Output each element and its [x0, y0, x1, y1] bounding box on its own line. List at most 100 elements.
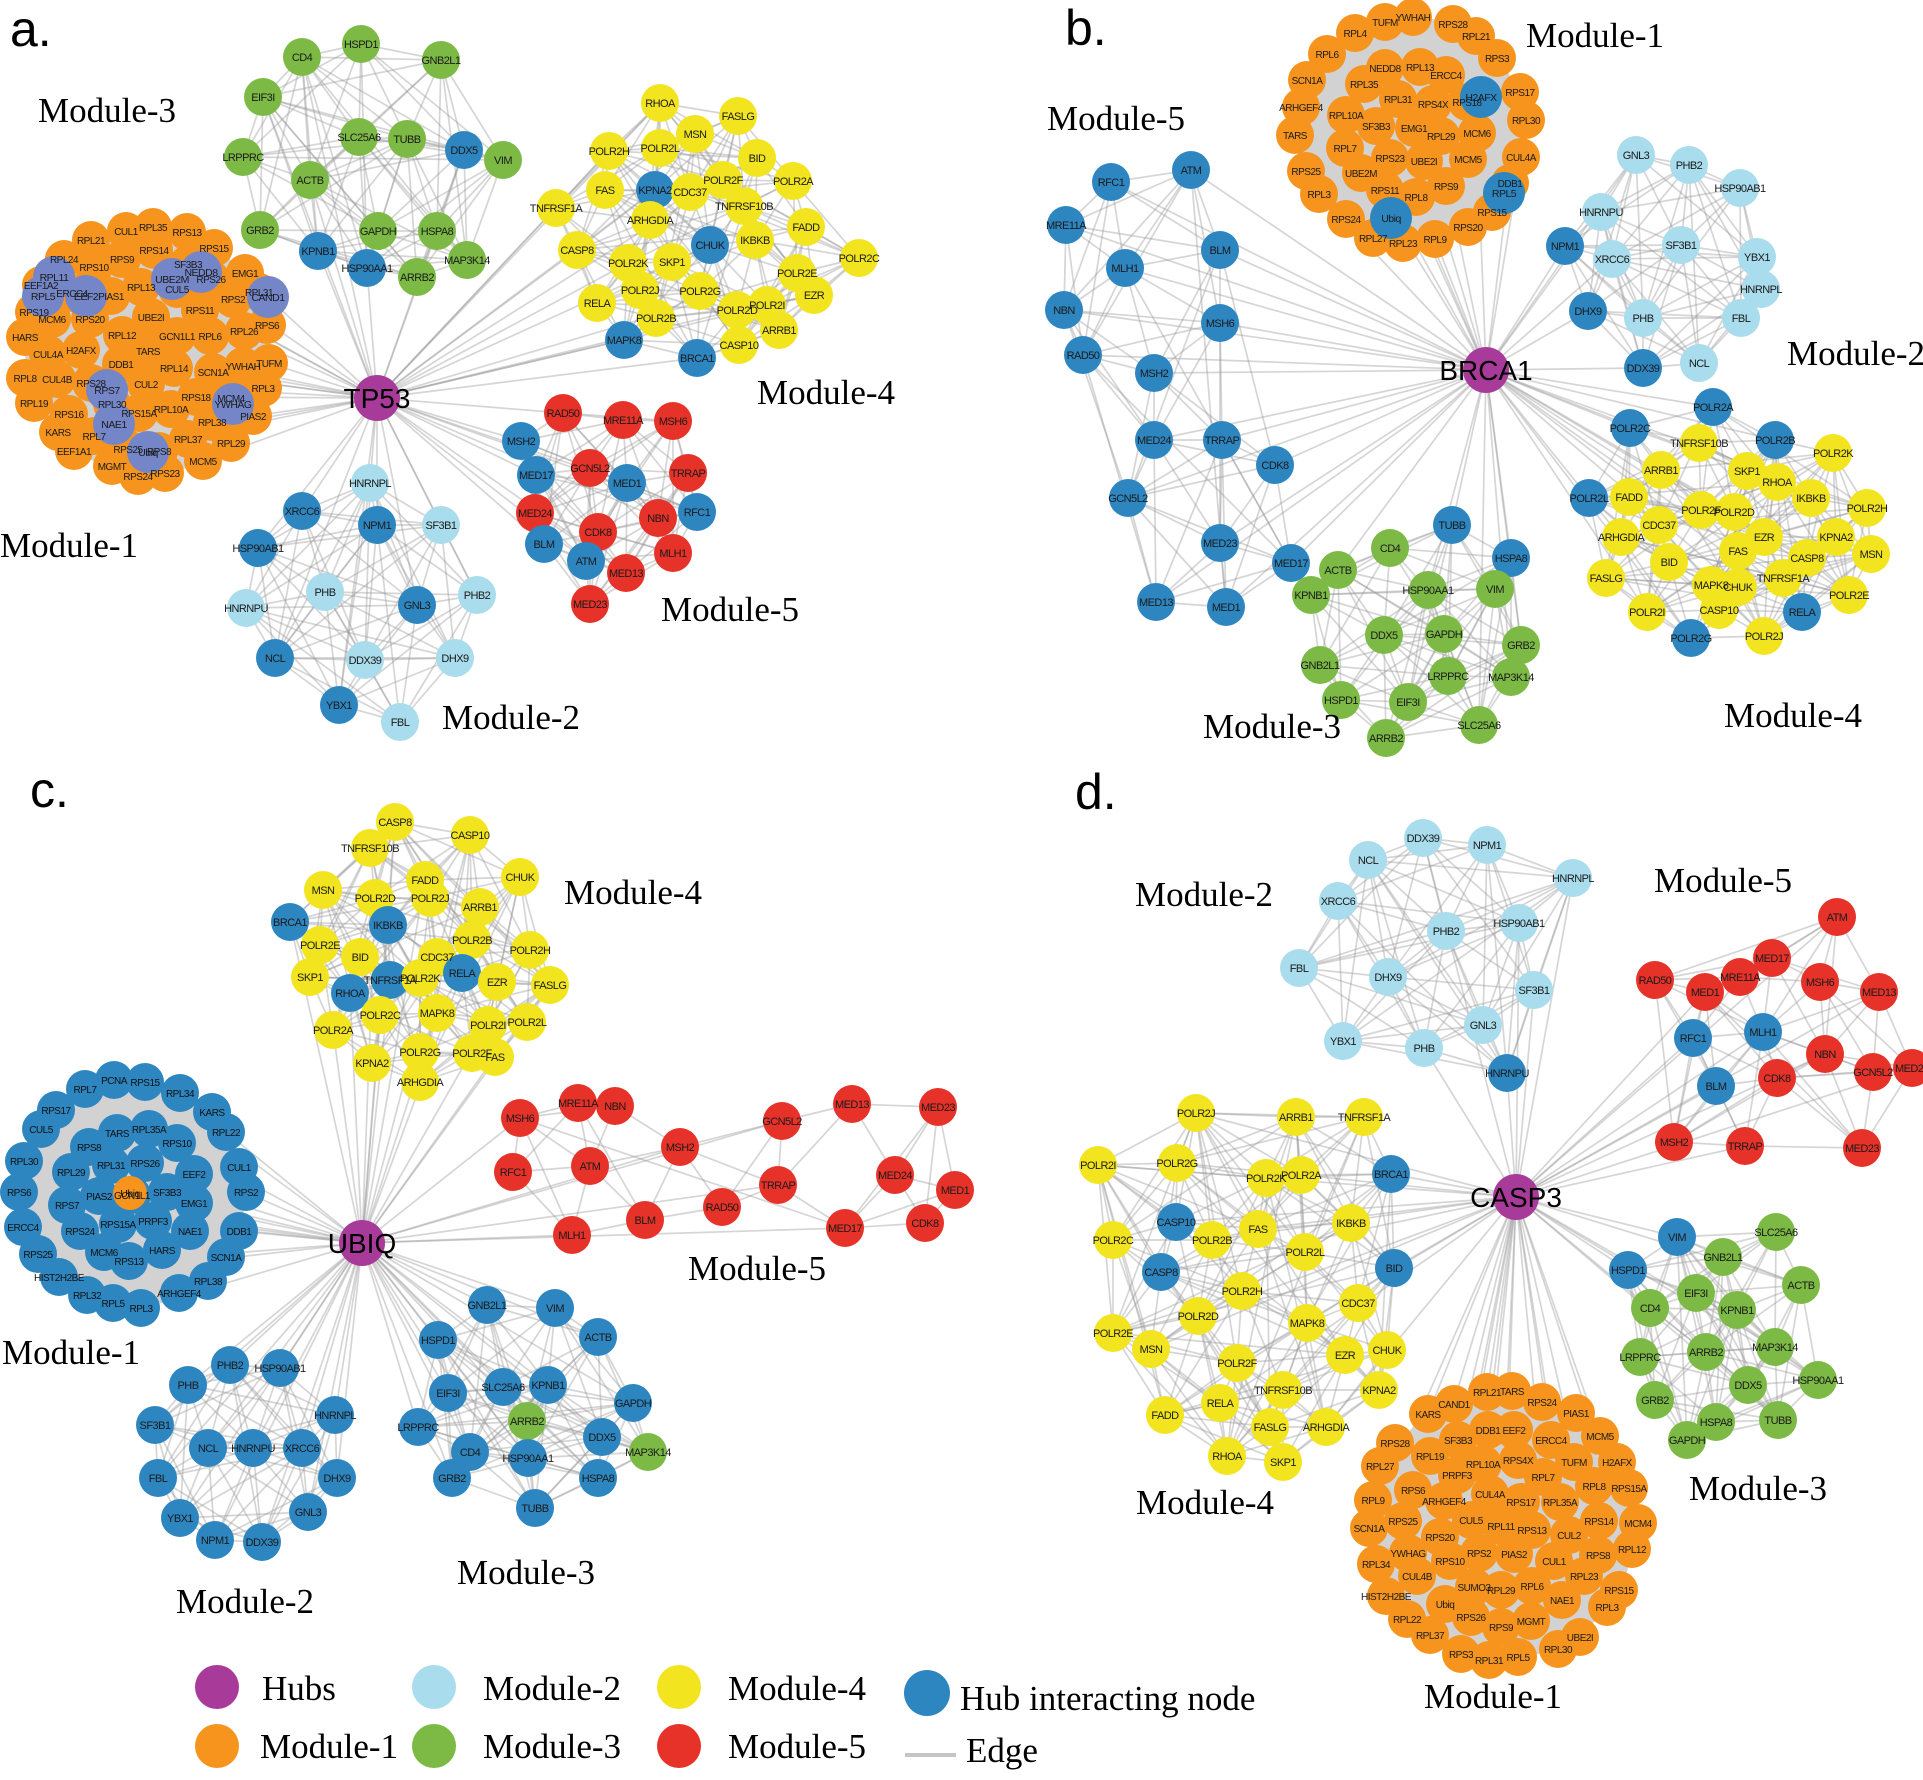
svg-text:GCN5L2: GCN5L2: [570, 463, 610, 475]
svg-text:HSPA8: HSPA8: [582, 1473, 615, 1485]
svg-text:RPL8: RPL8: [13, 374, 37, 385]
svg-text:MSH2: MSH2: [1660, 1137, 1689, 1149]
svg-text:MAPK8: MAPK8: [1290, 1318, 1325, 1330]
svg-text:TRRAP: TRRAP: [1205, 435, 1240, 447]
svg-text:DDX5: DDX5: [1734, 1380, 1762, 1392]
svg-text:TP53: TP53: [344, 383, 411, 414]
svg-text:RPS28: RPS28: [1380, 1439, 1410, 1450]
svg-text:EIF3I: EIF3I: [1396, 697, 1420, 709]
svg-text:MED13: MED13: [609, 568, 643, 580]
svg-text:DDX5: DDX5: [450, 145, 478, 157]
svg-text:UBE2M: UBE2M: [155, 274, 189, 286]
svg-text:RAD50: RAD50: [547, 408, 580, 420]
svg-text:HSP90AA1: HSP90AA1: [1402, 585, 1454, 597]
svg-text:YBX1: YBX1: [1744, 252, 1770, 264]
svg-text:RPS17: RPS17: [1505, 88, 1535, 99]
svg-text:IKBKB: IKBKB: [373, 920, 403, 932]
svg-text:RELA: RELA: [584, 298, 612, 310]
svg-text:NBN: NBN: [604, 1101, 626, 1113]
svg-text:ATM: ATM: [1827, 912, 1848, 924]
svg-text:NBN: NBN: [1053, 305, 1075, 317]
svg-text:RPL3: RPL3: [1595, 1603, 1619, 1614]
svg-text:RPL23: RPL23: [1389, 239, 1418, 250]
svg-text:GAPDH: GAPDH: [615, 1398, 652, 1410]
svg-text:RPS25: RPS25: [23, 1250, 53, 1261]
svg-text:FBL: FBL: [391, 717, 410, 729]
svg-text:MLH1: MLH1: [1749, 1027, 1777, 1039]
svg-text:Module-4: Module-4: [1724, 696, 1862, 735]
svg-text:HSPD1: HSPD1: [1611, 1265, 1645, 1277]
svg-text:SKP1: SKP1: [297, 972, 323, 984]
svg-text:Module-4: Module-4: [564, 873, 702, 912]
svg-text:TUBB: TUBB: [393, 134, 420, 146]
svg-text:DDB1: DDB1: [109, 360, 135, 371]
svg-text:RPL9: RPL9: [1423, 235, 1447, 246]
svg-text:RPS15: RPS15: [1604, 1586, 1634, 1597]
svg-text:MSH6: MSH6: [1206, 318, 1235, 330]
svg-text:d.: d.: [1075, 764, 1117, 820]
svg-text:RPS17: RPS17: [1506, 1498, 1536, 1509]
svg-text:RPS15A: RPS15A: [1611, 1484, 1647, 1495]
svg-text:MRE11A: MRE11A: [1046, 220, 1087, 232]
svg-text:RPL38: RPL38: [194, 1277, 223, 1288]
svg-text:NBN: NBN: [1814, 1049, 1836, 1061]
svg-text:RPS15: RPS15: [130, 1078, 160, 1089]
svg-text:RPL35: RPL35: [139, 223, 168, 234]
svg-text:GCN5L2: GCN5L2: [1853, 1067, 1893, 1079]
svg-text:HARS: HARS: [149, 1246, 176, 1257]
svg-text:SKP1: SKP1: [1270, 1457, 1296, 1469]
svg-text:ATM: ATM: [580, 1161, 601, 1173]
svg-text:MCM5: MCM5: [1586, 1432, 1614, 1443]
svg-text:GCN1L1: GCN1L1: [159, 332, 196, 343]
svg-text:POLR2G: POLR2G: [1670, 633, 1711, 645]
svg-text:POLR2E: POLR2E: [300, 940, 340, 952]
svg-text:RPL19: RPL19: [1416, 1452, 1445, 1463]
svg-text:MED13: MED13: [835, 1099, 869, 1111]
svg-text:SF3B3: SF3B3: [174, 260, 203, 271]
svg-text:RHOA: RHOA: [645, 98, 676, 110]
svg-text:MCM5: MCM5: [1454, 155, 1482, 166]
svg-text:MRE11A: MRE11A: [603, 415, 644, 427]
svg-text:MED1: MED1: [941, 1185, 970, 1197]
svg-text:ATM: ATM: [576, 556, 597, 568]
svg-text:IKBKB: IKBKB: [1336, 1218, 1366, 1230]
svg-text:BLM: BLM: [1706, 1081, 1727, 1093]
svg-text:RPL31: RPL31: [245, 288, 274, 299]
svg-text:RPL11: RPL11: [40, 272, 69, 284]
svg-text:POLR2E: POLR2E: [1093, 1328, 1133, 1340]
svg-text:SCN1A: SCN1A: [1292, 76, 1324, 87]
svg-text:POLR2L: POLR2L: [508, 1017, 547, 1029]
svg-text:CD4: CD4: [1640, 1303, 1661, 1315]
svg-text:EEF1A2: EEF1A2: [24, 281, 59, 292]
svg-text:RFC1: RFC1: [500, 1167, 527, 1179]
svg-text:RPL38: RPL38: [198, 418, 227, 429]
svg-text:RPL30: RPL30: [1544, 1645, 1573, 1656]
svg-text:Module-3: Module-3: [38, 91, 176, 130]
svg-text:TNFRSF10B: TNFRSF10B: [1670, 438, 1728, 450]
svg-text:SUMO3: SUMO3: [1457, 1583, 1491, 1594]
svg-text:RPL3: RPL3: [251, 384, 275, 395]
svg-text:MSH6: MSH6: [506, 1113, 535, 1125]
svg-text:FBL: FBL: [1290, 963, 1309, 975]
svg-text:POLR2I: POLR2I: [1629, 607, 1665, 619]
svg-text:CASP10: CASP10: [720, 340, 759, 352]
svg-text:Ubiq: Ubiq: [1436, 1600, 1455, 1611]
svg-text:KARS: KARS: [1415, 1410, 1441, 1421]
svg-text:NCL: NCL: [198, 1443, 219, 1455]
svg-text:ARRB1: ARRB1: [1279, 1112, 1313, 1124]
svg-text:MED17: MED17: [1755, 953, 1789, 965]
svg-text:PRPF3: PRPF3: [1442, 1471, 1473, 1482]
svg-text:UBE2I: UBE2I: [138, 313, 164, 324]
svg-text:HSPD1: HSPD1: [344, 39, 378, 51]
svg-text:POLR2F: POLR2F: [703, 175, 743, 187]
svg-text:b.: b.: [1065, 0, 1107, 56]
svg-text:RPL34: RPL34: [166, 1089, 195, 1100]
svg-text:MED24: MED24: [878, 1170, 912, 1182]
svg-text:DDX39: DDX39: [349, 655, 382, 667]
svg-text:DDB1: DDB1: [1476, 1426, 1502, 1437]
svg-text:NEDD8: NEDD8: [1369, 64, 1401, 75]
svg-text:PHB2: PHB2: [1433, 926, 1460, 938]
svg-text:HNRNPL: HNRNPL: [314, 1410, 356, 1422]
svg-text:TNFRSF1A: TNFRSF1A: [1757, 573, 1811, 585]
svg-text:CASP8: CASP8: [1144, 1267, 1178, 1279]
